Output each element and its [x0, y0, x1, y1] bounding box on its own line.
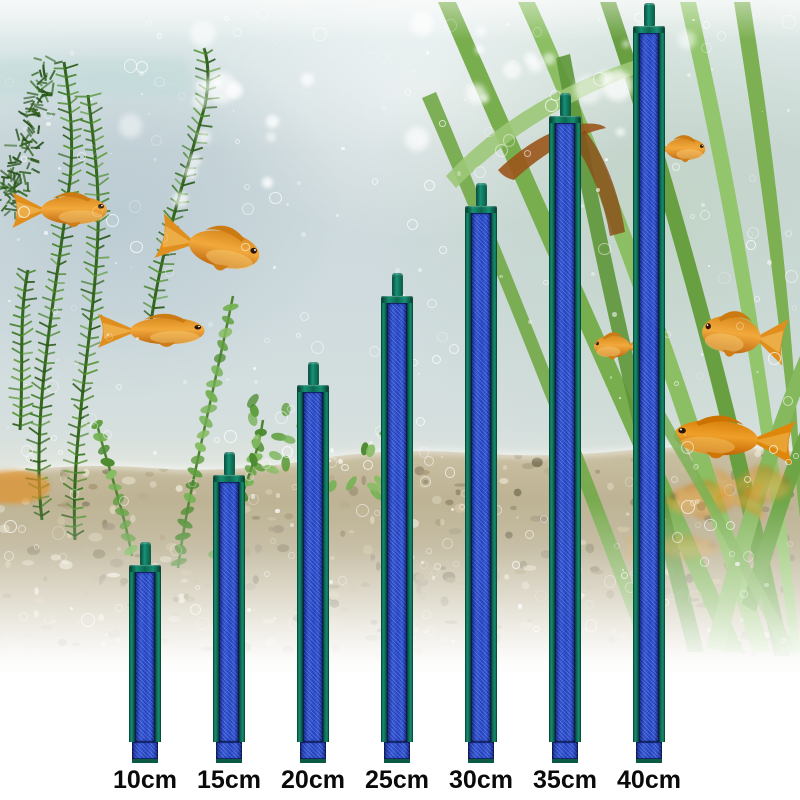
air-inlet-nub — [223, 452, 235, 475]
size-label: 30cm — [449, 766, 513, 794]
size-label: 25cm — [365, 766, 429, 794]
air-inlet-nub — [139, 542, 151, 565]
stone-frame — [297, 392, 329, 742]
stone-frame — [633, 33, 665, 742]
goldfish — [12, 192, 108, 229]
frame-top-cap — [465, 206, 497, 213]
air-stone-bar — [129, 542, 161, 763]
stone-frame — [381, 303, 413, 742]
air-inlet-nub — [391, 273, 403, 296]
size-label: 20cm — [281, 766, 345, 794]
air-inlet-nub — [643, 3, 655, 26]
stone-surface — [303, 392, 323, 742]
air-stone-bar — [465, 183, 497, 763]
stone-bottom-tip — [552, 742, 578, 763]
stone-bottom-tip — [384, 742, 410, 763]
background-blur-band — [0, 58, 190, 96]
stone-frame — [129, 572, 161, 742]
size-label: 10cm — [113, 766, 177, 794]
air-inlet-nub — [475, 183, 487, 206]
stone-surface — [135, 572, 155, 742]
air-stone-bar — [633, 3, 665, 763]
stone-bottom-tip — [132, 742, 158, 763]
stone-frame — [465, 213, 497, 742]
air-inlet-nub — [307, 362, 319, 385]
stone-frame — [549, 123, 581, 742]
stone-bottom-tip — [300, 742, 326, 763]
frame-top-cap — [213, 475, 245, 482]
air-stone-bar — [381, 273, 413, 763]
size-label: 35cm — [533, 766, 597, 794]
stone-frame — [213, 482, 245, 742]
air-inlet-nub — [559, 93, 571, 116]
stone-surface — [639, 33, 659, 742]
stone-surface — [219, 482, 239, 742]
goldfish — [154, 212, 264, 280]
frame-top-cap — [381, 296, 413, 303]
stone-surface — [471, 213, 491, 742]
frame-top-cap — [297, 385, 329, 392]
stone-surface — [387, 303, 407, 742]
stone-bottom-tip — [468, 742, 494, 763]
air-stone-bar — [213, 452, 245, 763]
stone-bottom-tip — [216, 742, 242, 763]
stone-surface — [555, 123, 575, 742]
stone-bottom-tip — [636, 742, 662, 763]
size-label: 40cm — [617, 766, 681, 794]
frame-top-cap — [129, 565, 161, 572]
air-stone-bar — [297, 362, 329, 763]
frame-top-cap — [633, 26, 665, 33]
size-label: 15cm — [197, 766, 261, 794]
air-stone-bar — [549, 93, 581, 763]
frame-top-cap — [549, 116, 581, 123]
